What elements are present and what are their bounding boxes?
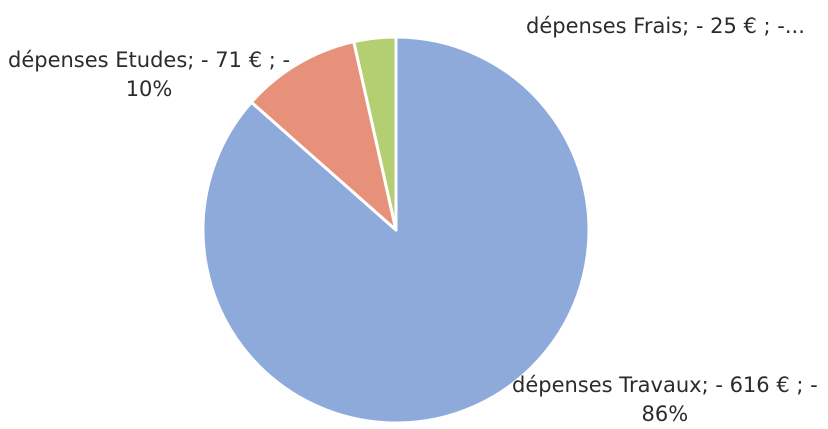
pie-slice-etudes [249, 40, 398, 232]
data-label-travaux-line1: dépenses Travaux; - 616 € ; - [512, 373, 818, 397]
data-label-travaux-line2: 86% [641, 402, 689, 426]
pie-slices [201, 35, 591, 425]
data-label-etudes-line1: dépenses Etudes; - 71 € ; - [8, 48, 291, 72]
data-label-frais-line1: dépenses Frais; - 25 € ; -... [526, 14, 805, 38]
pie-slice-travaux [201, 35, 591, 425]
data-label-travaux: dépenses Travaux; - 616 € ; - 86% [512, 371, 818, 429]
data-label-frais: dépenses Frais; - 25 € ; -... [526, 12, 805, 41]
data-label-etudes: dépenses Etudes; - 71 € ; - 10% [8, 46, 290, 104]
pie-slice-frais [352, 35, 398, 232]
data-label-etudes-line2: 10% [125, 77, 173, 101]
